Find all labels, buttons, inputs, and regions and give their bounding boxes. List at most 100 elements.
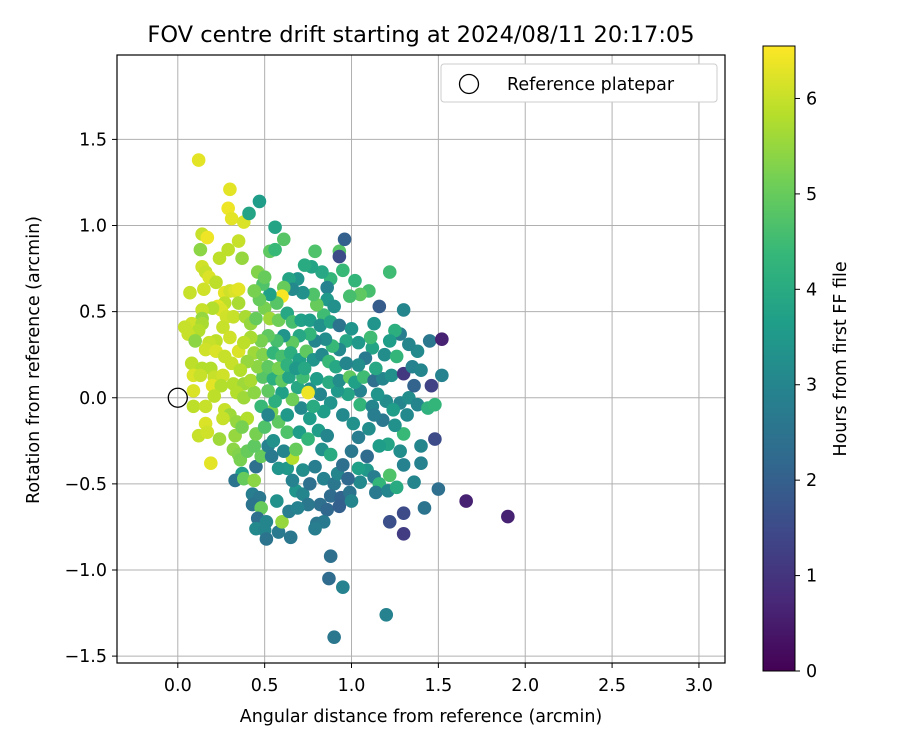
scatter-point xyxy=(214,378,229,393)
scatter-point xyxy=(501,509,515,524)
legend-entry-label: Reference platepar xyxy=(507,75,675,95)
scatter-point xyxy=(290,501,305,515)
scatter-point xyxy=(353,397,368,412)
scatter-point xyxy=(396,458,411,472)
scatter-point xyxy=(235,420,249,434)
y-axis-ticks: −1.5 −1.0 −0.5 0.0 0.5 1.0 1.5 xyxy=(65,130,117,667)
scatter-point xyxy=(362,421,376,436)
scatter-point xyxy=(191,153,206,167)
scatter-point xyxy=(233,363,248,377)
legend-open-circle-icon xyxy=(458,73,480,95)
scatter-point xyxy=(396,303,411,317)
scatter-point xyxy=(384,368,399,383)
colorbar-tick-label: 3 xyxy=(806,376,817,396)
scatter-point xyxy=(365,341,380,355)
scatter-point xyxy=(207,389,222,403)
scatter-point xyxy=(193,368,208,383)
scatter-point xyxy=(336,580,350,595)
scatter-point xyxy=(342,289,357,303)
scatter-point xyxy=(266,434,281,448)
scatter-point xyxy=(382,514,397,529)
y-tick-label: 1.0 xyxy=(79,217,107,237)
scatter-point xyxy=(344,494,359,508)
scatter-point xyxy=(259,532,274,546)
scatter-point xyxy=(271,461,286,476)
x-tick-label: 0.5 xyxy=(251,676,279,696)
scatter-point xyxy=(212,251,227,266)
scatter-point xyxy=(261,359,275,374)
scatter-point xyxy=(256,347,270,362)
colorbar-label: Hours from first FF file xyxy=(831,261,851,456)
scatter-point xyxy=(243,373,258,388)
scatter-point xyxy=(386,403,401,417)
y-tick-label: −1.0 xyxy=(65,561,108,581)
scatter-point xyxy=(382,334,397,348)
scatter-point xyxy=(186,399,201,414)
y-tick-label: −1.5 xyxy=(65,647,108,667)
scatter-point xyxy=(407,475,421,489)
scatter-point xyxy=(315,265,329,279)
scatter-point xyxy=(367,316,381,331)
scatter-point xyxy=(204,456,218,471)
scatter-point xyxy=(249,311,263,326)
scatter-point xyxy=(382,468,397,483)
scatter-point xyxy=(261,384,275,398)
scatter-point xyxy=(221,201,235,216)
scatter-point xyxy=(183,285,197,300)
scatter-point xyxy=(379,607,394,622)
scatter-point xyxy=(320,502,334,517)
scatter-point xyxy=(249,459,263,474)
scatter-point xyxy=(303,327,317,341)
scatter-point xyxy=(250,359,265,374)
scatter-point xyxy=(337,232,352,247)
scatter-point xyxy=(268,220,282,235)
scatter-point xyxy=(389,349,404,364)
scatter-point xyxy=(327,477,341,491)
scatter-point xyxy=(393,444,407,458)
scatter-point xyxy=(226,310,241,324)
scatter-point xyxy=(339,356,354,371)
scatter-point xyxy=(283,530,298,545)
scatter-point xyxy=(414,439,428,453)
x-tick-label: 0.0 xyxy=(164,676,192,696)
x-axis-ticks: 0.0 0.5 1.0 1.5 2.0 2.5 3.0 xyxy=(164,663,713,696)
scatter-point xyxy=(247,473,262,488)
x-tick-label: 1.0 xyxy=(338,676,366,696)
scatter-point xyxy=(327,299,341,314)
scatter-point xyxy=(367,408,381,422)
scatter-point xyxy=(396,427,411,441)
scatter-point xyxy=(303,411,317,426)
scatter-point xyxy=(216,320,230,334)
scatter-point xyxy=(336,263,350,278)
scatter-point xyxy=(257,270,272,284)
scatter-point xyxy=(435,368,449,383)
scatter-point xyxy=(320,280,334,295)
scatter-point xyxy=(276,444,291,458)
scatter-point xyxy=(309,297,324,312)
scatter-point xyxy=(247,385,262,400)
scatter-point xyxy=(351,430,366,445)
colorbar-tick-label: 5 xyxy=(806,185,817,205)
scatter-point xyxy=(396,527,411,541)
scatter-point xyxy=(341,387,355,402)
x-axis-label: Angular distance from reference (arcmin) xyxy=(240,707,603,727)
scatter-point xyxy=(200,425,215,440)
data-points xyxy=(177,153,515,644)
scatter-point xyxy=(329,359,343,374)
scatter-point xyxy=(188,334,202,348)
scatter-point xyxy=(346,416,361,431)
scatter-point xyxy=(191,323,206,338)
scatter-point xyxy=(389,480,404,495)
scatter-point xyxy=(290,380,305,395)
colorbar-ticks: 0 1 2 3 4 5 6 xyxy=(795,89,817,682)
scatter-point xyxy=(209,275,223,290)
scatter-point xyxy=(360,449,374,464)
scatter-point xyxy=(301,497,315,512)
scatter-point xyxy=(332,373,347,388)
scatter-point xyxy=(198,399,213,414)
scatter-point xyxy=(223,330,237,345)
scatter-point xyxy=(370,387,385,402)
scatter-point xyxy=(377,347,392,362)
y-axis-label: Rotation from reference (arcmin) xyxy=(24,216,44,504)
